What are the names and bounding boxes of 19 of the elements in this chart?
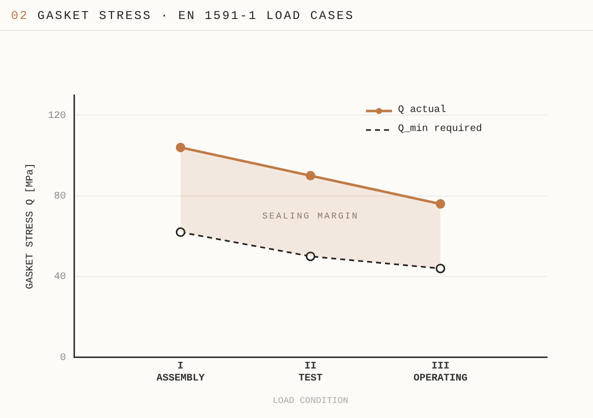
point <box>176 227 186 237</box>
legend-label: Q_min required <box>398 124 482 135</box>
legend-label: Q actual <box>398 105 446 116</box>
x-tick-label: III OPERATING <box>413 362 468 385</box>
point <box>306 252 316 262</box>
y-tick-label: 0 <box>60 352 66 364</box>
annotation: SEALING MARGIN <box>262 211 359 222</box>
point <box>436 199 446 209</box>
y-tick-label: 120 <box>48 110 66 122</box>
chart-title: 02 GASKET STRESS · EN 1591-1 LOAD CASES <box>0 0 593 31</box>
point <box>306 170 316 180</box>
x-axis-title: LOAD CONDITION <box>272 396 348 406</box>
x-tick-label: I ASSEMBLY <box>156 362 205 385</box>
point <box>176 142 186 152</box>
point <box>436 264 446 274</box>
x-tick-label: II TEST <box>298 362 323 385</box>
y-tick-label: 80 <box>54 191 66 202</box>
y-tick-label: 40 <box>54 272 66 284</box>
y-axis-title: GASKET STRESS Q [MPa] <box>24 163 37 290</box>
